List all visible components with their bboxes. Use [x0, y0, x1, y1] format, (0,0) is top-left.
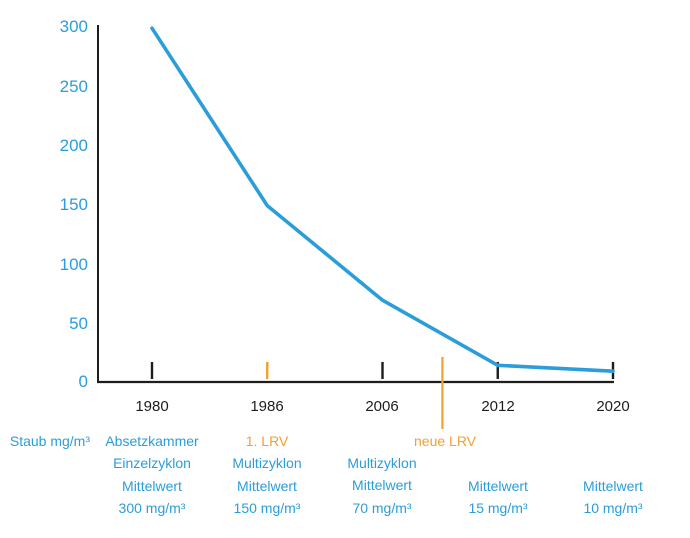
annotation-line: 70 mg/m³	[352, 499, 412, 516]
x-tick-label-2006: 2006	[365, 398, 399, 415]
x-tick-label-1986: 1986	[250, 398, 284, 415]
annotation-column-1980: Absetzkammer Einzelzyklon Mittelwert 300…	[105, 430, 198, 520]
x-tick-label-1980: 1980	[135, 398, 169, 415]
annotation-line: 15 mg/m³	[468, 500, 528, 517]
annotation-line: 10 mg/m³	[583, 500, 643, 517]
y-tick-label-250: 250	[59, 77, 88, 96]
annotation-column-2006: Multizyklon Mittelwert 70 mg/m³	[347, 452, 416, 519]
annotation-column-2012: Mittelwert 15 mg/m³	[468, 475, 528, 520]
annotation-line: Einzelzyklon	[113, 455, 191, 472]
annotation-line: 300 mg/m³	[118, 500, 186, 517]
annotation-line: Multizyklon	[232, 455, 302, 472]
annotation-line: Mittelwert	[122, 477, 182, 494]
x-tick-label-2012: 2012	[481, 398, 515, 415]
annotation-line: Mittelwert	[583, 478, 643, 494]
annotation-line: Mittelwert	[352, 477, 412, 494]
y-tick-label-50: 50	[69, 314, 88, 333]
y-axis-unit-label: Staub mg/m³	[9, 433, 90, 449]
annotation-line: 150 mg/m³	[233, 500, 301, 517]
annotation-column-1986: 1. LRV Multizyklon Mittelwert 150 mg/m³	[232, 430, 301, 520]
x-tick-label-2020: 2020	[596, 398, 630, 415]
annotation-column-2020: Mittelwert 10 mg/m³	[583, 475, 643, 520]
y-tick-label-300: 300	[59, 17, 88, 36]
emissions-trend-line	[150, 26, 615, 374]
annotation-line: Mittelwert	[468, 478, 528, 494]
y-tick-label-100: 100	[59, 255, 88, 274]
y-tick-label-150: 150	[59, 195, 88, 214]
annotation-line: Mittelwert	[237, 477, 297, 494]
annotation-line: Multizyklon	[347, 455, 417, 471]
annotation-line: Absetzkammer	[105, 433, 199, 449]
annotation-line-lrv: 1. LRV	[245, 433, 289, 449]
y-tick-label-0: 0	[78, 372, 88, 391]
y-tick-label-200: 200	[59, 136, 88, 155]
event-marker-label: neue LRV	[413, 433, 477, 449]
